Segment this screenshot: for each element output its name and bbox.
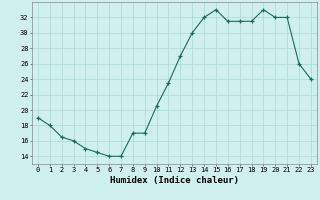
- X-axis label: Humidex (Indice chaleur): Humidex (Indice chaleur): [110, 176, 239, 185]
